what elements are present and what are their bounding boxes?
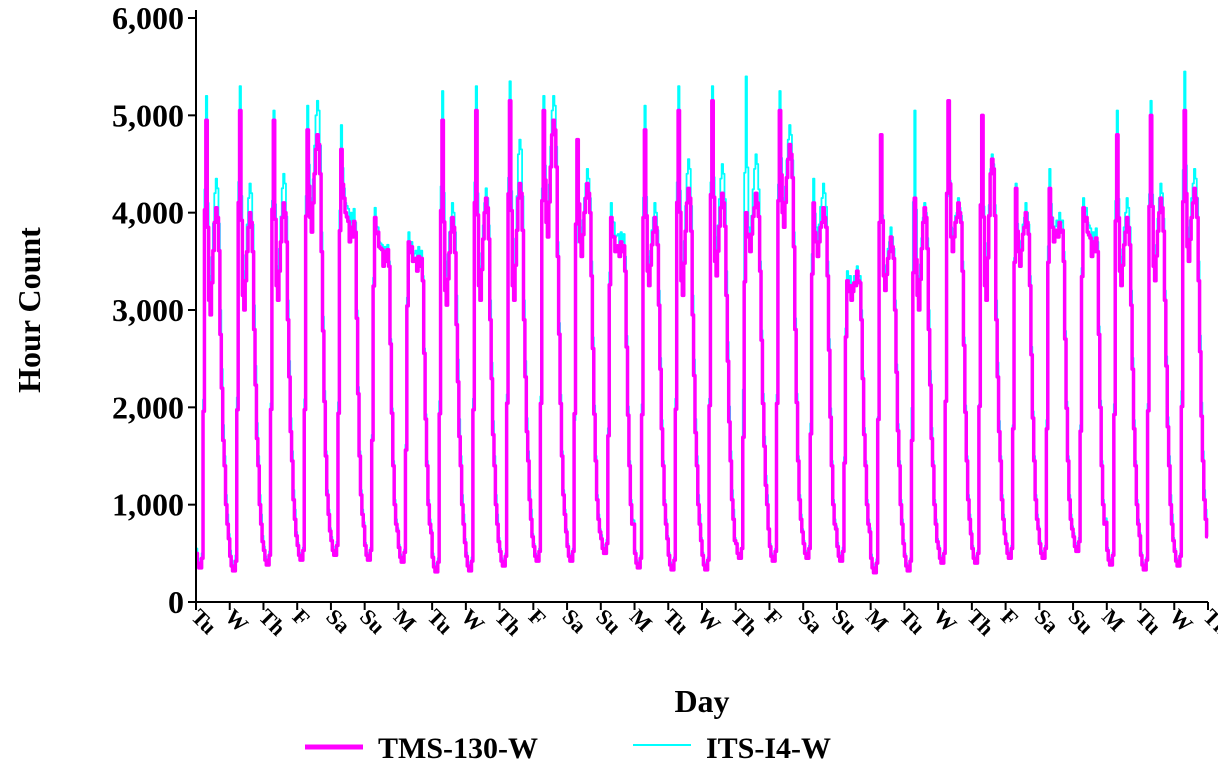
y-tick-label: 6,000 [112, 0, 184, 36]
x-tick-label: Su [591, 604, 626, 639]
x-tick-label: M [1097, 604, 1130, 637]
y-axis-ticks: 0 1,000 2,000 3,000 4,000 5,000 6,000 [112, 0, 196, 620]
x-tick-label: Th [726, 604, 763, 641]
y-axis-label: Hour Count [11, 227, 47, 393]
x-tick-label: F [760, 604, 787, 631]
y-tick-label: 1,000 [112, 487, 184, 523]
x-tick-label: F [288, 604, 315, 631]
x-tick-label: Sa [794, 604, 828, 638]
series-line-tms-130-w [195, 98, 1209, 575]
legend: TMS-130-W ITS-I4-W [305, 732, 831, 765]
x-tick-label: W [692, 604, 725, 637]
series-line-its-i4-w [196, 70, 1208, 570]
x-tick-label: W [929, 604, 962, 637]
x-tick-label: F [996, 604, 1023, 631]
x-tick-label: Th [962, 604, 999, 641]
x-tick-label: Tu [659, 604, 694, 639]
x-tick-label: Su [827, 604, 862, 639]
x-tick-label: W [1165, 604, 1198, 637]
x-tick-label: W [456, 604, 489, 637]
x-tick-label: Sa [1030, 604, 1064, 638]
x-tick-label: Su [355, 604, 390, 639]
x-tick-label: M [389, 604, 422, 637]
y-tick-label: 2,000 [112, 389, 184, 425]
x-tick-label: Sa [321, 604, 355, 638]
legend-label-tms-130-w: TMS-130-W [378, 732, 538, 765]
x-axis-label: Day [674, 683, 729, 719]
x-tick-label: Tu [423, 604, 458, 639]
x-tick-label: Th [490, 604, 527, 641]
y-tick-label: 5,000 [112, 97, 184, 133]
x-tick-label: M [861, 604, 894, 637]
x-tick-label: Tu [1131, 604, 1166, 639]
y-tick-label: 0 [168, 584, 184, 620]
x-tick-label: Tu [895, 604, 930, 639]
x-axis-ticks: TuW ThF Sa SuM TuW ThF Sa SuM TuW ThF Sa SuM TuW ThF S… [186, 602, 1218, 641]
x-tick-label: M [625, 604, 658, 637]
x-tick-label: Su [1064, 604, 1099, 639]
x-tick-label: Sa [558, 604, 592, 638]
x-tick-label: W [220, 604, 253, 637]
y-tick-label: 3,000 [112, 292, 184, 328]
y-tick-label: 4,000 [112, 195, 184, 231]
x-tick-label: Th [254, 604, 291, 641]
x-tick-label: Tu [186, 604, 221, 639]
legend-label-its-i4-w: ITS-I4-W [706, 732, 831, 765]
series-lines [195, 70, 1209, 575]
x-tick-label: F [524, 604, 551, 631]
